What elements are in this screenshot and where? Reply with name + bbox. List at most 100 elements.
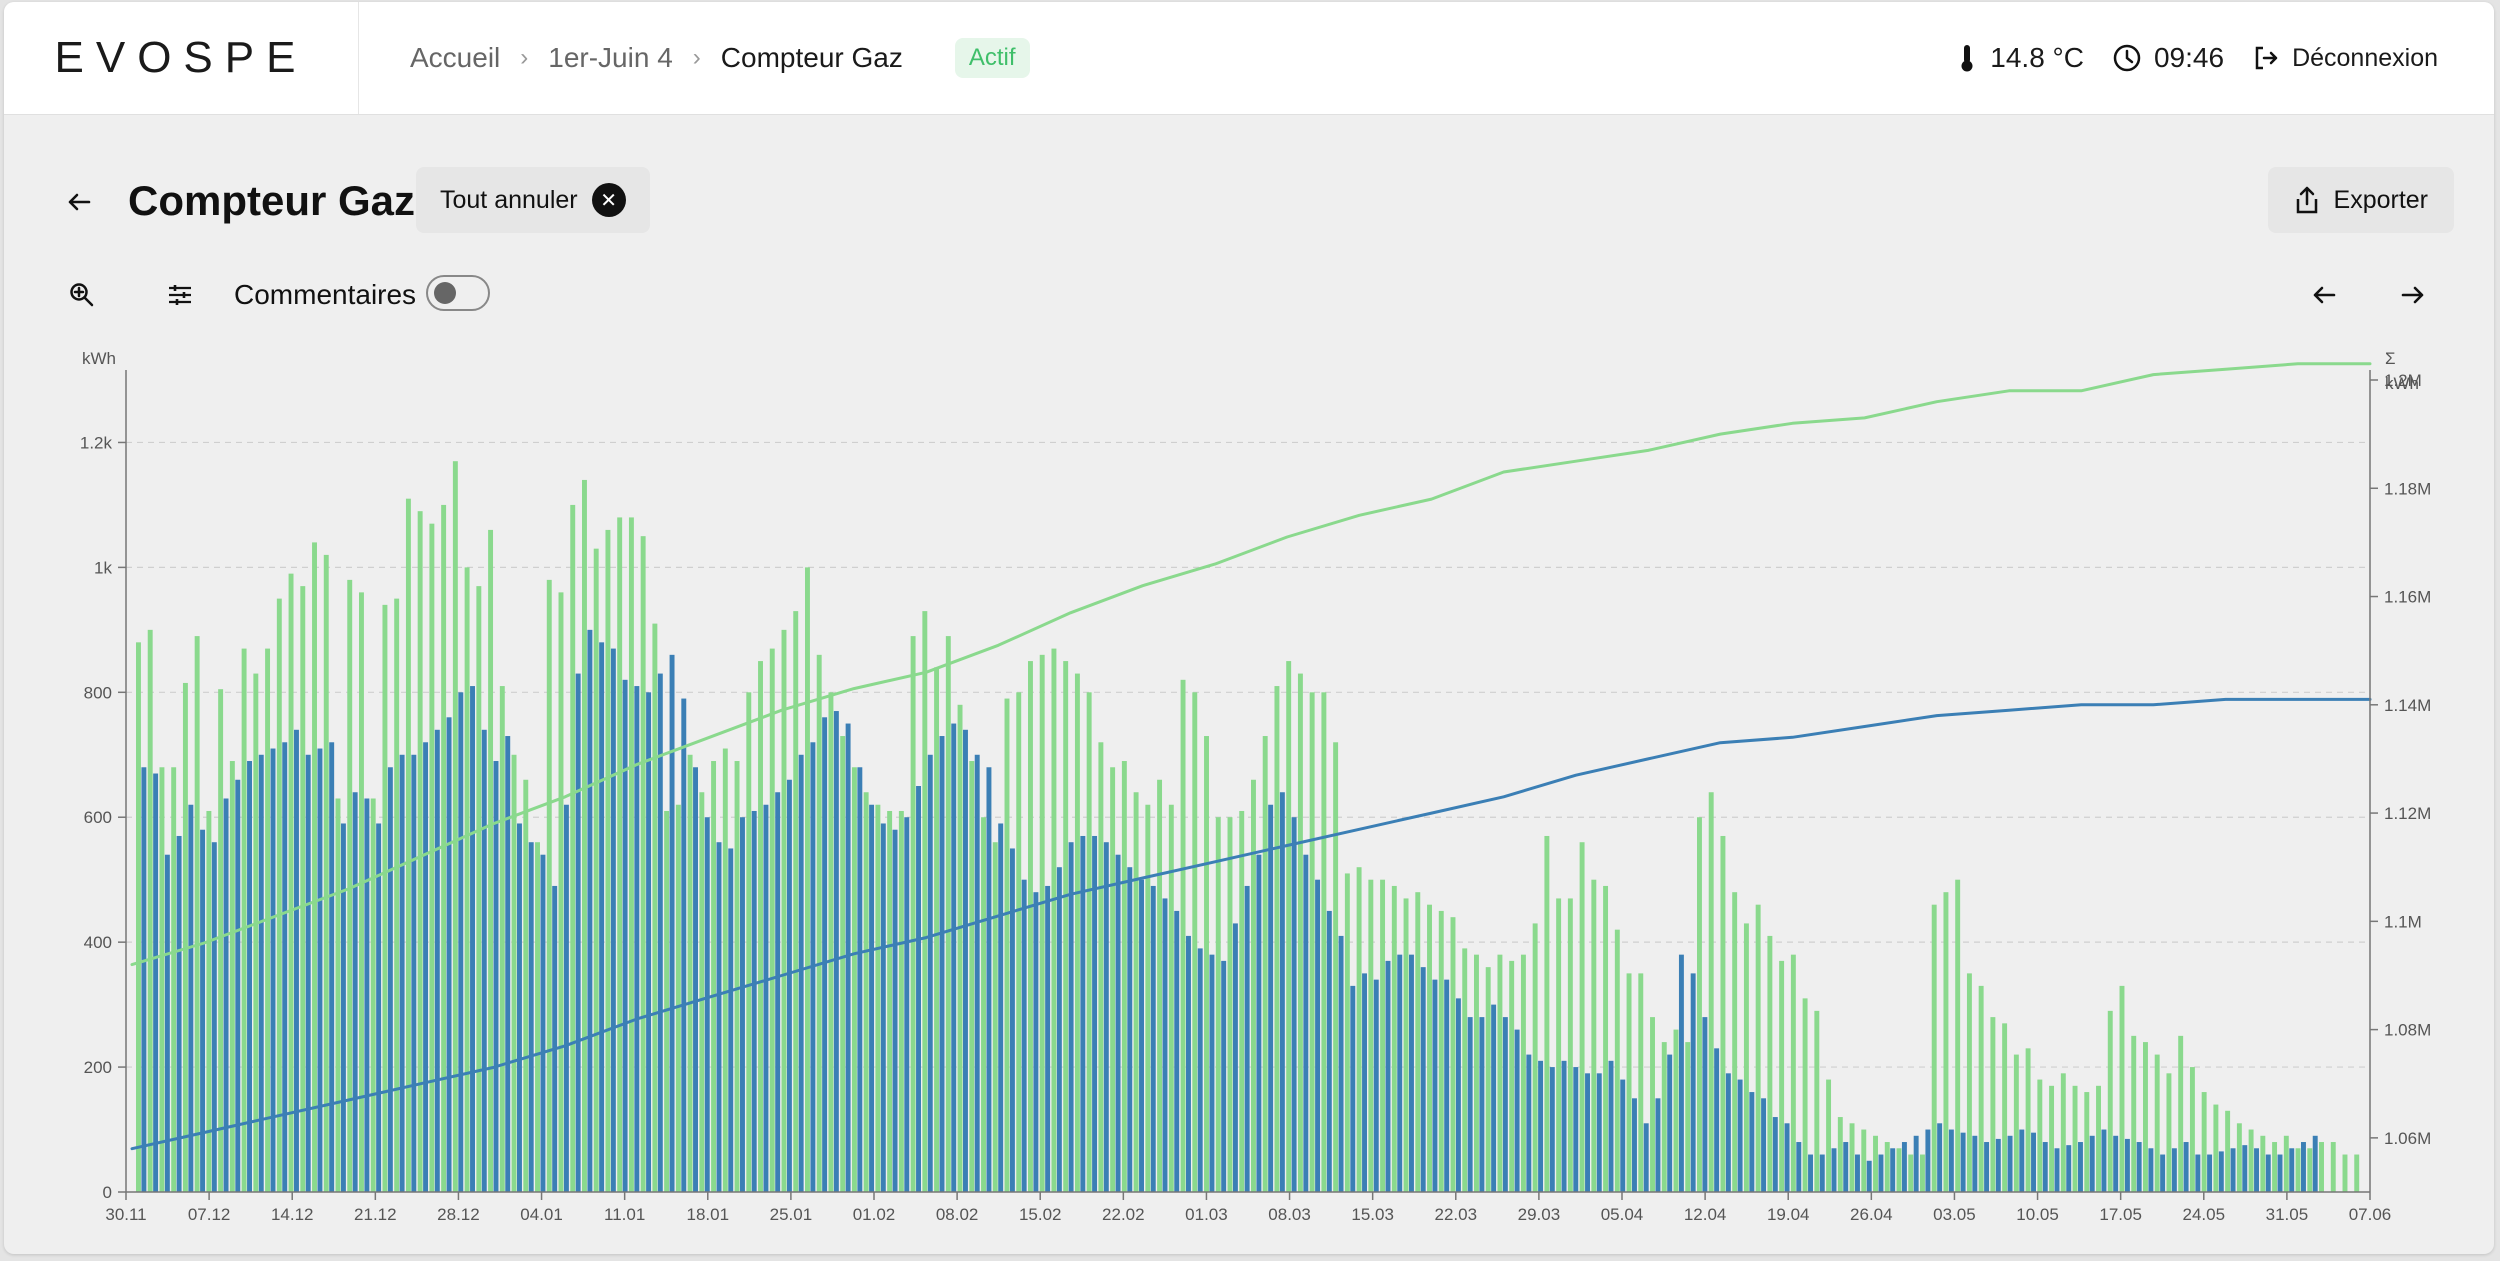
x-axis-tick-label: 25.01 [770,1205,813,1222]
chart-bar [910,636,916,1192]
chart-bar [1702,1017,1708,1192]
settings-button[interactable] [160,275,200,315]
chart-bar [1244,885,1250,1192]
chart-bar [2101,1129,2107,1192]
chart-bar [1549,1067,1555,1192]
chart-bar [2330,1142,2336,1192]
chart-bar [1232,923,1238,1192]
cancel-all-button[interactable]: Tout annuler ✕ [416,167,650,233]
chart-bar [1978,985,1984,1192]
chart-bar [1779,960,1785,1192]
breadcrumb-item-building[interactable]: 1er-Juin 4 [548,42,673,73]
breadcrumb-item-home[interactable]: Accueil [410,42,501,73]
chart-bar [1614,929,1620,1192]
chart-bar [2272,1142,2278,1192]
chart-toolbar: Commentaires [4,267,2494,323]
chart-bar [2136,1142,2142,1192]
chart-bar [998,823,1004,1192]
chart-bar [1650,1017,1655,1192]
chart-bar [2166,1073,2172,1192]
chart-bars [136,461,2360,1192]
chart-bar [575,673,581,1192]
chart-bar [1197,948,1203,1192]
logo-container[interactable]: EVOSPE [4,2,359,114]
x-axis-tick-label: 29.03 [1518,1205,1561,1222]
chart-bar [1561,1060,1567,1192]
chart-bar [1420,967,1426,1192]
chart-bar [523,779,529,1192]
chart-bar [1931,904,1937,1192]
chart-bar [1990,1017,1996,1192]
chart-bar [1080,835,1086,1192]
chart-bar [464,567,470,1192]
chart-bar [1626,973,1632,1192]
logout-button[interactable]: Déconnexion [2252,44,2438,73]
chart-bar [687,754,693,1192]
chart-bar [1115,854,1121,1192]
chart-bar [981,817,986,1192]
chart-bar [1121,761,1127,1192]
clock-icon [2113,44,2141,72]
next-period-button[interactable] [2393,275,2433,315]
chart-bar [1526,1054,1532,1192]
chart-bar [2049,1085,2055,1192]
chart-bar [898,810,904,1192]
chart-bar [587,629,593,1192]
x-axis-tick-label: 15.03 [1351,1205,1394,1222]
export-button[interactable]: Exporter [2267,167,2454,233]
chart-bar [1391,885,1397,1192]
chart-bar [675,804,681,1192]
gas-consumption-chart[interactable]: 0 200 400 600 800 1k 1.2k 1.06M 1.08M 1.1M 1.12M 1.… [4,342,2494,1222]
chart-bar [1796,1142,1802,1192]
chart-bar [1873,1135,1878,1192]
chart-bar [1309,692,1315,1192]
logout-label: Déconnexion [2292,43,2438,72]
chevron-right-icon: › [520,44,529,71]
chart-bar [1016,692,1022,1192]
chart-bar [300,586,306,1192]
x-axis-tick-label: 15.02 [1019,1205,1062,1222]
chart-bar [711,761,717,1192]
chart-bar [1878,1154,1884,1192]
chart-bar [1808,1154,1813,1192]
comments-toggle[interactable] [426,275,490,311]
thermometer-icon [1961,45,1973,72]
chart-bar [657,673,663,1192]
chart-bar [2289,1148,2295,1192]
back-button[interactable] [60,183,98,221]
chart-bar [352,792,358,1192]
chart-bar [951,723,957,1192]
comments-label: Commentaires [234,279,417,310]
right-axis-tick-label: 1.18M [2384,479,2431,498]
chart-bar [1573,1067,1579,1192]
chart-bar [1145,804,1151,1192]
chart-bar [235,779,241,1192]
chart-bar [1596,1073,1602,1192]
chart-bar [798,754,804,1192]
chart-lines [130,362,2372,1151]
chart-bar [1714,1048,1720,1192]
chart-bar [1204,736,1209,1192]
chart-bar [1984,1142,1990,1192]
chart-bar [1045,885,1051,1192]
logo: EVOSPE [54,33,308,82]
chart-bar [1039,654,1045,1192]
chart-bar [552,885,558,1192]
chart-bar [2119,985,2125,1192]
chart-bar [1837,1117,1843,1192]
chart-bar [1074,673,1080,1192]
left-axis-tick-label: 200 [84,1058,112,1077]
chart-bar [728,848,734,1192]
previous-period-button[interactable] [2304,275,2344,315]
chart-bar [1098,742,1104,1192]
chart-bar [1350,985,1356,1192]
right-axis-tick-label: 1.1M [2384,912,2422,931]
chart-bar [1643,1123,1649,1192]
chart-bar [1849,1123,1855,1192]
zoom-button[interactable] [62,275,102,315]
chart-axes: 0 200 400 600 800 1k 1.2k 1.06M 1.08M 1.1M 1.12M 1.… [80,370,2431,1222]
right-axis-tick-label: 1.08M [2384,1021,2431,1040]
chart-bar [1056,867,1062,1192]
chart-bar [446,717,452,1192]
temperature-display: 14.8 °C [1956,42,2084,74]
